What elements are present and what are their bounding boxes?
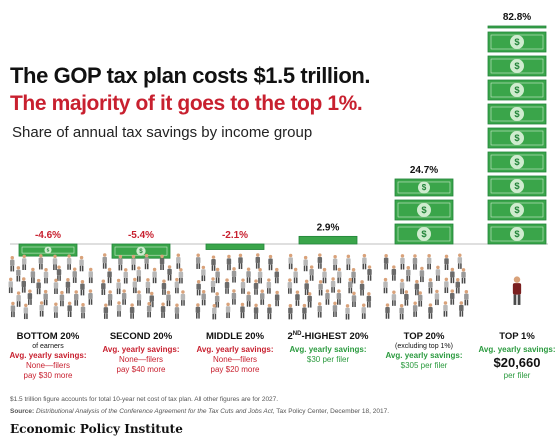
data-label-2: -5.4% — [128, 230, 154, 241]
source-rest: , Tax Policy Center, December 18, 2017. — [272, 408, 390, 415]
svg-text:$: $ — [514, 109, 520, 120]
svg-text:$: $ — [139, 248, 143, 255]
savings-per: per filer — [503, 371, 531, 380]
crowd-4 — [287, 253, 372, 320]
chart-description: Share of annual tax savings by income gr… — [12, 124, 313, 141]
svg-text:$: $ — [47, 248, 50, 254]
epi-logo: Economic Policy Institute — [10, 422, 183, 436]
bar-1: $ — [18, 243, 78, 257]
svg-text:$: $ — [514, 85, 520, 96]
svg-text:$: $ — [514, 181, 520, 192]
savings-value-2: pay $40 more — [116, 365, 166, 374]
category-name: TOP 20% — [403, 331, 445, 342]
chart-title: The GOP tax plan costs $1.5 trillion. — [10, 63, 371, 88]
crowd-5 — [383, 253, 469, 320]
svg-text:$: $ — [421, 229, 427, 240]
category-name: 2ND-HIGHEST 20% — [287, 331, 369, 343]
savings-label: Avg. yearly savings: — [102, 345, 180, 354]
svg-text:$: $ — [514, 61, 520, 72]
category-4: 2ND-HIGHEST 20% Avg. yearly savings: $30 p… — [280, 331, 376, 365]
savings-value: None—filers — [212, 355, 257, 364]
crowd-2 — [101, 253, 186, 319]
category-6: TOP 1% Avg. yearly savings: $20,660 per fil… — [469, 331, 558, 381]
category-name: SECOND 20% — [109, 331, 173, 342]
svg-text:$: $ — [514, 37, 520, 48]
savings-label: Avg. yearly savings: — [478, 345, 556, 354]
bar-2: $ — [111, 243, 171, 259]
category-subtitle: of earners — [32, 343, 64, 350]
savings-value-2: pay $30 more — [23, 371, 73, 380]
category-name: MIDDLE 20% — [205, 331, 265, 342]
source-title: Distributional Analysis of the Conferenc… — [36, 408, 273, 415]
svg-text:$: $ — [514, 229, 520, 240]
bar-5: $ $ $ — [394, 178, 454, 245]
bar-4 — [298, 235, 358, 245]
bar-6: $ $ $ $ $ $ $ $ $ — [487, 25, 547, 245]
data-label-1: -4.6% — [35, 230, 61, 241]
savings-label: Avg. yearly savings: — [385, 351, 463, 360]
data-label-4: 2.9% — [317, 222, 340, 233]
category-subtitle: (excluding top 1%) — [395, 343, 453, 350]
crowd-1 — [8, 254, 93, 320]
chart-subtitle: The majority of it goes to the top 1%. — [10, 92, 363, 115]
svg-text:$: $ — [514, 157, 520, 168]
savings-big-value: $20,660 — [493, 355, 541, 370]
savings-value-2: pay $20 more — [210, 365, 260, 374]
category-2: SECOND 20% Avg. yearly savings: None—filer… — [93, 331, 189, 375]
crowd-6 — [512, 276, 522, 305]
category-5: TOP 20% (excluding top 1%) Avg. yearly sav… — [376, 331, 472, 371]
savings-label: Avg. yearly savings: — [9, 351, 87, 360]
svg-text:$: $ — [514, 205, 520, 216]
data-label-3: -2.1% — [222, 230, 248, 241]
footnote: $1.5 trillion figure accounts for total … — [10, 396, 279, 403]
data-label-5: 24.7% — [410, 165, 438, 176]
svg-text:$: $ — [514, 133, 520, 144]
crowd-3 — [195, 253, 280, 320]
savings-label: Avg. yearly savings: — [289, 345, 367, 355]
category-name: TOP 1% — [499, 331, 535, 342]
savings-label: Avg. yearly savings: — [196, 345, 274, 354]
category-3: MIDDLE 20% Avg. yearly savings: None—filer… — [187, 331, 283, 375]
svg-text:$: $ — [422, 183, 427, 192]
bar-3 — [205, 243, 265, 250]
svg-text:$: $ — [421, 205, 427, 216]
category-name: BOTTOM 20% — [16, 331, 80, 342]
data-label-6: 82.8% — [503, 12, 531, 23]
category-1: BOTTOM 20% of earners Avg. yearly savings:… — [0, 331, 96, 381]
source-label: Source: — [10, 408, 35, 415]
source-line: Source: Distributional Analysis of the C… — [10, 408, 389, 415]
savings-value: None—filers — [25, 361, 70, 370]
savings-value: $30 per filer — [306, 355, 350, 365]
savings-value: $305 per filer — [400, 361, 448, 370]
savings-value: None—filers — [118, 355, 163, 364]
